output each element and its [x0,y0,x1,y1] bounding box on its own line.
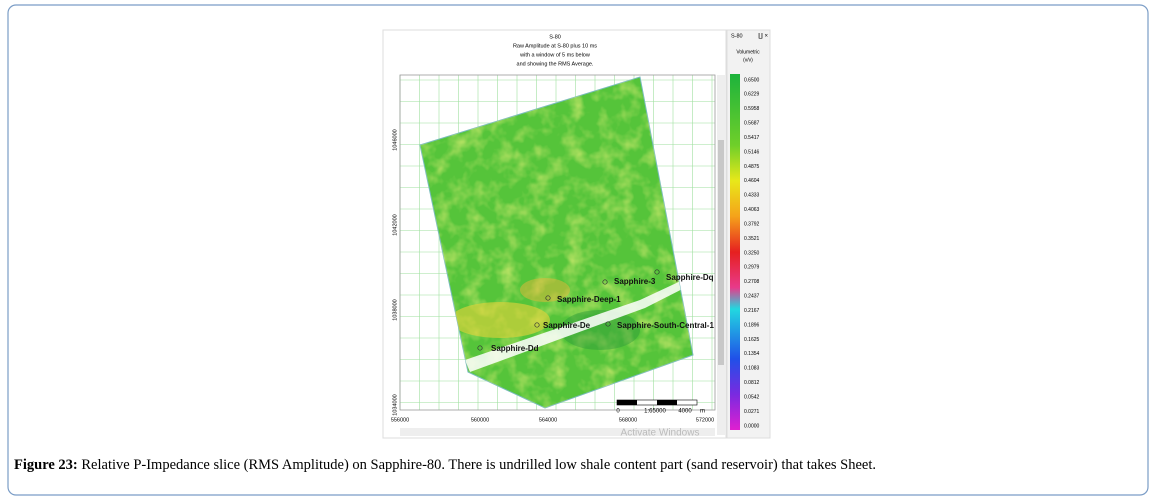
panel-title: S-80 [731,33,743,39]
colorbar-label: 0.1354 [744,351,760,357]
colorbar-label: 0.6500 [744,77,760,83]
map-title: S-80 [549,34,561,40]
colorbar-label: 0.0812 [744,380,760,386]
colorbar [730,74,740,430]
colorbar-label: 0.4333 [744,193,760,199]
scale-end: 4000 [678,409,692,415]
x-tick-label: 564000 [539,417,557,423]
caption: Figure 23: Relative P-Impedance slice (R… [14,457,876,473]
y-tick-label: 1038000 [392,299,398,320]
map-frame [399,74,716,411]
scroll-thumb[interactable] [718,140,724,365]
colorbar-label: 0.2167 [744,308,760,314]
map-subtitle: and showing the RMS Average. [517,61,594,67]
colorbar-label: 0.1896 [744,322,760,328]
colorbar-label: 0.4063 [744,207,760,213]
colorbar-label: 0.5146 [744,149,760,155]
colorbar-label: 0.1625 [744,337,760,343]
colorbar-labels: 0.6500 0.6229 0.5958 0.5687 0.5417 0.5146 0.48… [744,77,760,429]
colorbar-label: 0.6229 [744,92,760,98]
well-label: Sapphire-3 [614,277,656,286]
colorbar-label: 0.2437 [744,294,760,300]
well-label: Sapphire-South-Central-1 [617,321,714,330]
y-tick-label: 1046000 [392,129,398,150]
caption-text: Relative P-Impedance slice (RMS Amplitud… [78,457,876,473]
colorbar-unit: (v/v) [743,57,753,63]
well-symbol [534,322,540,328]
panel-buttons[interactable]: ∐ × [758,34,768,40]
well-symbol [477,345,483,351]
seismic-slice [419,76,694,409]
colorbar-label: 0.2708 [744,279,760,285]
h-scrollbar[interactable] [400,428,715,436]
colorbar-label: 0.4604 [744,178,760,184]
well-symbol [605,321,611,327]
caption-label: Figure 23: [14,457,78,473]
colorbar-label: 0.1083 [744,366,760,372]
well-label: Sapphire-Deep-1 [557,295,621,304]
well-label: Sapphire-Dq [666,273,714,282]
scale-ratio: 1:65000 [644,409,666,415]
scale-unit: m [700,409,705,415]
colorbar-label: 0.0542 [744,394,760,400]
wells: Sapphire-3 Sapphire-Dq Sapphire-Deep-1 Sapp… [477,269,714,353]
colorbar-label: 0.5417 [744,135,760,141]
scale-start: 0 [616,409,620,415]
watermark: Activate Windows [621,428,700,439]
colorbar-label: 0.3521 [744,236,760,242]
colorbar-label: 0.4875 [744,164,760,170]
colorbar-label: 0.3250 [744,250,760,256]
x-tick-label: 572000 [696,417,714,423]
map-subtitle: with a window of 5 ms below [519,52,590,58]
map-subtitle: Raw Amplitude at S-80 plus 10 ms [513,43,597,49]
colorbar-label: 0.0271 [744,409,760,415]
colorbar-label: 0.2979 [744,265,760,271]
x-tick-label: 556000 [391,417,409,423]
well-symbol [654,269,660,275]
scale-bar [616,399,698,406]
y-tick-label: 1042000 [392,214,398,235]
y-tick-label: 1034000 [392,394,398,415]
colorbar-label: 0.5958 [744,106,760,112]
well-symbol [545,295,551,301]
well-symbol [602,279,608,285]
x-tick-label: 560000 [471,417,489,423]
colorbar-label: 0.0000 [744,423,760,429]
x-tick-label: 568000 [619,417,637,423]
colorbar-label: 0.3792 [744,221,760,227]
colorbar-title: Volumetric [736,49,760,55]
well-label: Sapphire-De [543,321,591,330]
colorbar-label: 0.5687 [744,121,760,127]
well-label: Sapphire-Dd [491,344,539,353]
